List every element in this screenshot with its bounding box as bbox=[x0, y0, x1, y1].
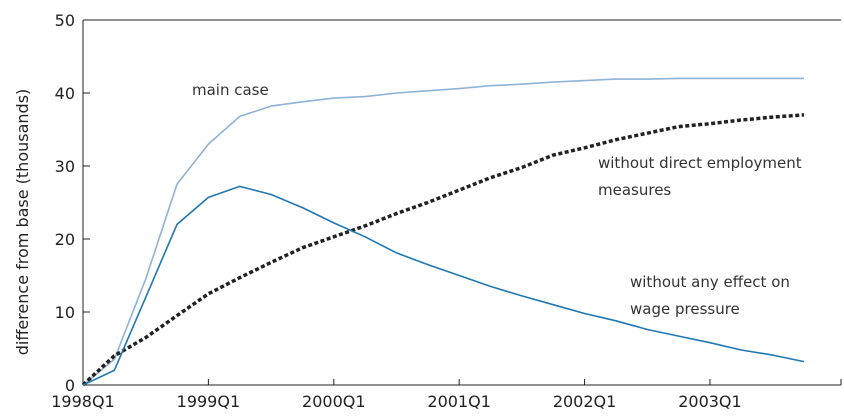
x-tick-label: 2000Q1 bbox=[302, 392, 366, 411]
series-annotation-1: without direct employment measures bbox=[598, 154, 802, 199]
annotation-line: measures bbox=[598, 181, 671, 199]
series-layer bbox=[81, 77, 805, 387]
y-tick-label: 20 bbox=[55, 230, 75, 249]
annotation-line: wage pressure bbox=[630, 300, 740, 318]
series-annotation-2: without any effect on wage pressure bbox=[630, 273, 790, 318]
annotation-line: without direct employment bbox=[598, 154, 802, 172]
x-tick-label: 2003Q1 bbox=[678, 392, 742, 411]
x-tick-label: 1998Q1 bbox=[51, 392, 115, 411]
y-tick-label: 30 bbox=[55, 157, 75, 176]
x-tick-label: 2001Q1 bbox=[427, 392, 491, 411]
y-axis-title: difference from base (thousands) bbox=[13, 89, 32, 356]
y-tick-label: 10 bbox=[55, 303, 75, 322]
axes: 0 10 20 30 40 50 1998Q1 1999Q1 2000Q1 2001Q1 2002Q… bbox=[51, 11, 842, 411]
annotation-line: without any effect on bbox=[630, 273, 790, 291]
series-annotation-0: main case bbox=[192, 81, 269, 99]
series-line-0 bbox=[82, 77, 804, 386]
y-tick-label: 50 bbox=[55, 11, 75, 30]
series-line-1 bbox=[81, 113, 805, 387]
x-tick-label: 2002Q1 bbox=[553, 392, 617, 411]
series-line-2 bbox=[82, 185, 805, 386]
y-tick-label: 0 bbox=[65, 376, 75, 395]
y-tick-label: 40 bbox=[55, 84, 75, 103]
annotations: main case without direct employment measur… bbox=[192, 81, 802, 318]
x-tick-label: 1999Q1 bbox=[177, 392, 241, 411]
annotation-line: main case bbox=[192, 81, 269, 99]
